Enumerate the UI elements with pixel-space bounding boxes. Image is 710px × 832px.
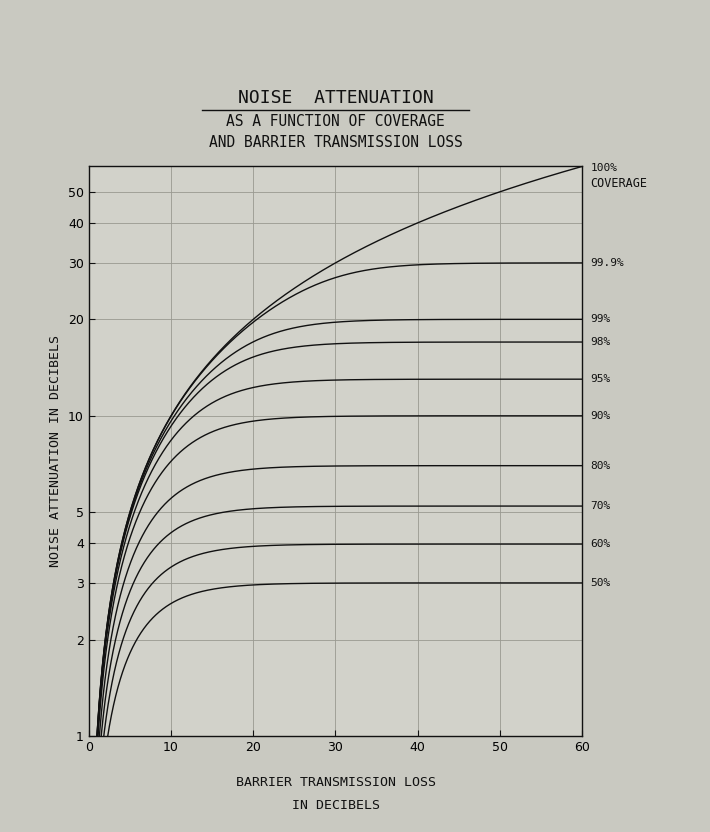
Text: BARRIER TRANSMISSION LOSS: BARRIER TRANSMISSION LOSS — [236, 776, 436, 790]
Text: 90%: 90% — [591, 411, 611, 421]
Text: 70%: 70% — [591, 501, 611, 511]
Text: 99.9%: 99.9% — [591, 258, 624, 268]
Text: IN DECIBELS: IN DECIBELS — [292, 799, 380, 812]
Text: AS A FUNCTION OF COVERAGE: AS A FUNCTION OF COVERAGE — [226, 115, 445, 130]
Text: COVERAGE: COVERAGE — [591, 177, 648, 191]
Text: 98%: 98% — [591, 337, 611, 347]
Text: NOISE  ATTENUATION: NOISE ATTENUATION — [238, 89, 434, 107]
Text: 60%: 60% — [591, 539, 611, 549]
Text: 100%: 100% — [591, 163, 618, 173]
Text: 99%: 99% — [591, 314, 611, 324]
Text: 50%: 50% — [591, 578, 611, 588]
Text: 80%: 80% — [591, 461, 611, 471]
Text: AND BARRIER TRANSMISSION LOSS: AND BARRIER TRANSMISSION LOSS — [209, 136, 463, 151]
Y-axis label: NOISE ATTENUATION IN DECIBELS: NOISE ATTENUATION IN DECIBELS — [49, 335, 62, 567]
Text: 95%: 95% — [591, 374, 611, 384]
